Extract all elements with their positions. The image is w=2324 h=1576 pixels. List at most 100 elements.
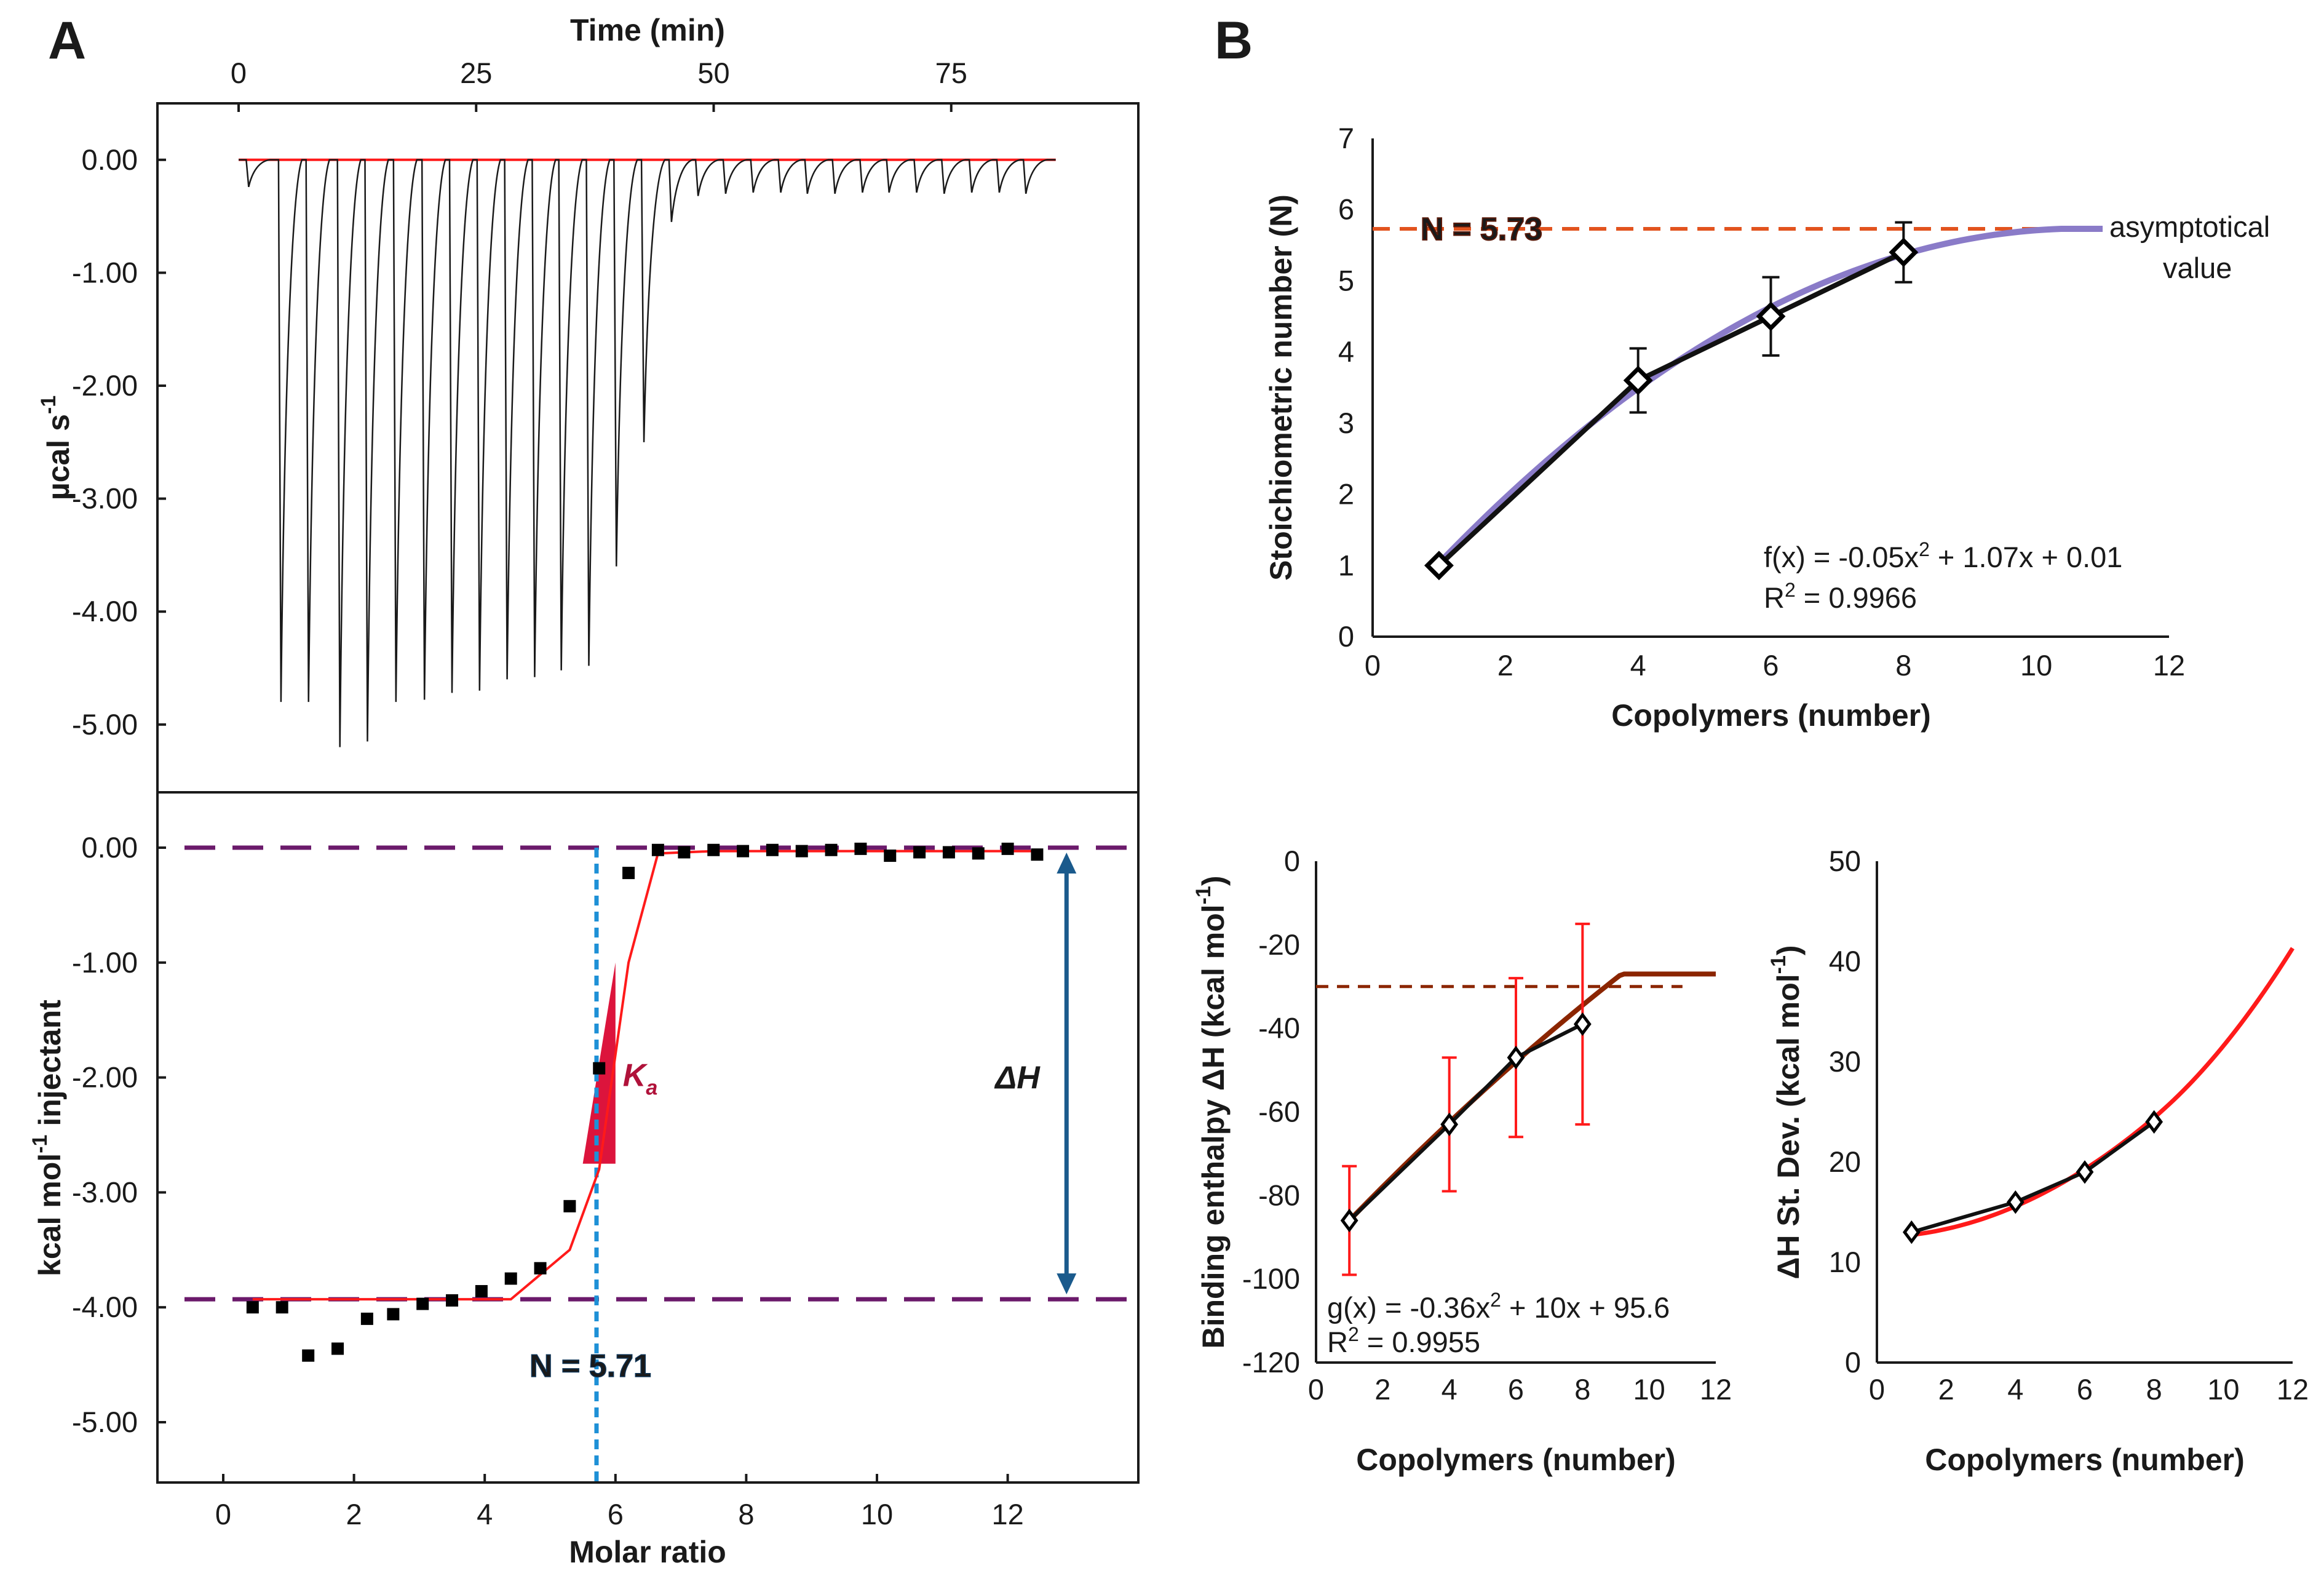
itc-integrated-y-title-post: injectant — [33, 1000, 67, 1135]
delta-h-label: ΔH — [994, 1061, 1041, 1096]
stoich-r2-pre: R — [1764, 581, 1785, 614]
x-tick-label: 4 — [1630, 649, 1646, 682]
itc-raw-y-title-main: µcal s — [41, 414, 76, 500]
x-tick-label: 10 — [861, 1498, 893, 1530]
data-marker — [1340, 1208, 1358, 1233]
x-tick-label: 25 — [460, 57, 492, 89]
y-tick-label: -2.00 — [72, 1061, 138, 1094]
asymptotical-note-line2: value — [2163, 252, 2232, 284]
data-marker — [1902, 1220, 1921, 1244]
stdev-y-title: ΔH St. Dev. (kcal mol-1) — [1767, 945, 1806, 1279]
y-tick-label: 6 — [1338, 193, 1354, 226]
x-tick-label: 10 — [2207, 1373, 2239, 1406]
data-point — [1001, 842, 1014, 855]
y-tick-label: 20 — [1829, 1145, 1861, 1178]
enthalpy-y-title: Binding enthalpy ΔH (kcal mol-1) — [1192, 875, 1231, 1348]
x-tick-label: 6 — [608, 1498, 624, 1530]
stoich-equation-main: f(x) = -0.05x — [1764, 541, 1919, 573]
y-tick-label: 0 — [1338, 620, 1354, 653]
y-tick-label: -60 — [1258, 1096, 1300, 1128]
y-tick-label: -3.00 — [72, 1176, 138, 1208]
stoich-r2-sup: 2 — [1785, 579, 1796, 601]
y-tick-label: -4.00 — [72, 595, 138, 627]
x-tick-label: 0 — [1365, 649, 1381, 682]
y-tick-label: -100 — [1242, 1262, 1300, 1295]
itc-raw-y-title-sup: -1 — [37, 396, 60, 414]
enthalpy-y-title-sup: -1 — [1192, 886, 1215, 904]
data-point — [331, 1342, 344, 1355]
enthalpy-equation-rest: + 10x + 95.6 — [1501, 1291, 1670, 1324]
x-tick-label: 2 — [346, 1498, 362, 1530]
y-tick-label: -1.00 — [72, 946, 138, 979]
data-point — [766, 843, 779, 856]
enthalpy-equation: g(x) = -0.36x2 + 10x + 95.6 — [1327, 1289, 1670, 1324]
panel-a-label: A — [48, 11, 86, 70]
data-point — [276, 1301, 288, 1314]
data-point — [913, 846, 926, 859]
data-point — [707, 843, 720, 856]
data-marker — [1623, 365, 1653, 396]
x-tick-label: 12 — [2277, 1373, 2309, 1406]
enthalpy-r2: R2 = 0.9955 — [1327, 1323, 1480, 1358]
enthalpy-r2-pre: R — [1327, 1326, 1348, 1358]
x-tick-label: 2 — [1938, 1373, 1954, 1406]
x-tick-label: 50 — [697, 57, 729, 89]
y-tick-label: -40 — [1258, 1012, 1300, 1045]
data-marker — [2006, 1190, 2025, 1214]
stoich-asymptote-label: N = 5.73 — [1421, 212, 1542, 247]
itc-raw-chart: 0.00 -1.00 -2.00 -3.00 -4.00 -5.00 0 25 50 75 Ti… — [37, 13, 1140, 794]
y-tick-label: 2 — [1338, 478, 1354, 511]
stoich-x-title: Copolymers (number) — [1611, 698, 1931, 733]
data-point — [563, 1200, 576, 1212]
data-marker — [1573, 1012, 1592, 1037]
x-tick-label: 6 — [1508, 1373, 1524, 1406]
data-point — [446, 1294, 459, 1307]
stoich-r2-rest: = 0.9966 — [1796, 581, 1917, 614]
data-point — [972, 847, 985, 860]
enthalpy-y-title-pre: Binding enthalpy ΔH (kcal mol — [1196, 904, 1231, 1348]
data-point — [825, 843, 838, 856]
y-tick-label: 10 — [1829, 1246, 1861, 1278]
n-value-label: N = 5.71 — [529, 1348, 651, 1384]
stoich-y-title: Stoichiometric number (N) — [1264, 194, 1298, 581]
data-point — [387, 1308, 400, 1321]
enthalpy-equation-sup: 2 — [1490, 1289, 1501, 1311]
x-tick-label: 10 — [1633, 1373, 1665, 1406]
x-tick-label: 12 — [2153, 649, 2185, 682]
data-point — [651, 843, 664, 856]
x-tick-label: 0 — [231, 57, 247, 89]
y-tick-label: 0 — [1845, 1346, 1861, 1379]
x-tick-label: 4 — [1442, 1373, 1457, 1406]
itc-integrated-y-title-sup: -1 — [28, 1135, 52, 1153]
y-tick-label: 0.00 — [82, 143, 138, 176]
data-point — [360, 1312, 373, 1325]
data-point — [1031, 848, 1044, 861]
data-marker — [1507, 1046, 1525, 1070]
data-point — [416, 1297, 429, 1310]
data-point — [504, 1272, 517, 1285]
x-tick-label: 12 — [1700, 1373, 1732, 1406]
itc-integrated-x-title: Molar ratio — [569, 1535, 726, 1569]
y-tick-label: 0 — [1284, 845, 1300, 877]
y-tick-label: -120 — [1242, 1346, 1300, 1379]
stdev-y-title-post: ) — [1771, 945, 1806, 955]
data-point — [622, 867, 635, 880]
enthalpy-x-title: Copolymers (number) — [1356, 1443, 1676, 1477]
x-tick-label: 8 — [738, 1498, 754, 1530]
data-marker — [1756, 301, 1786, 332]
delta-h-arrow-head-bottom — [1057, 1273, 1077, 1295]
asymptotical-note-line1: asymptotical — [2109, 210, 2270, 243]
x-tick-label: 8 — [2146, 1373, 2162, 1406]
y-tick-label: 1 — [1338, 549, 1354, 581]
stdev-chart: 0 10 20 30 40 50 0 2 4 6 8 10 12 Copolymers (number… — [1767, 845, 2309, 1477]
stoich-equation: f(x) = -0.05x2 + 1.07x + 0.01 — [1764, 538, 2122, 573]
x-tick-label: 0 — [1308, 1373, 1324, 1406]
y-tick-label: -1.00 — [72, 256, 138, 289]
y-tick-label: -4.00 — [72, 1291, 138, 1323]
x-tick-label: 4 — [477, 1498, 493, 1530]
y-tick-label: -3.00 — [72, 482, 138, 515]
itc-integrated-y-title: kcal mol-1 injectant — [28, 1000, 67, 1276]
enthalpy-equation-main: g(x) = -0.36x — [1327, 1291, 1490, 1324]
